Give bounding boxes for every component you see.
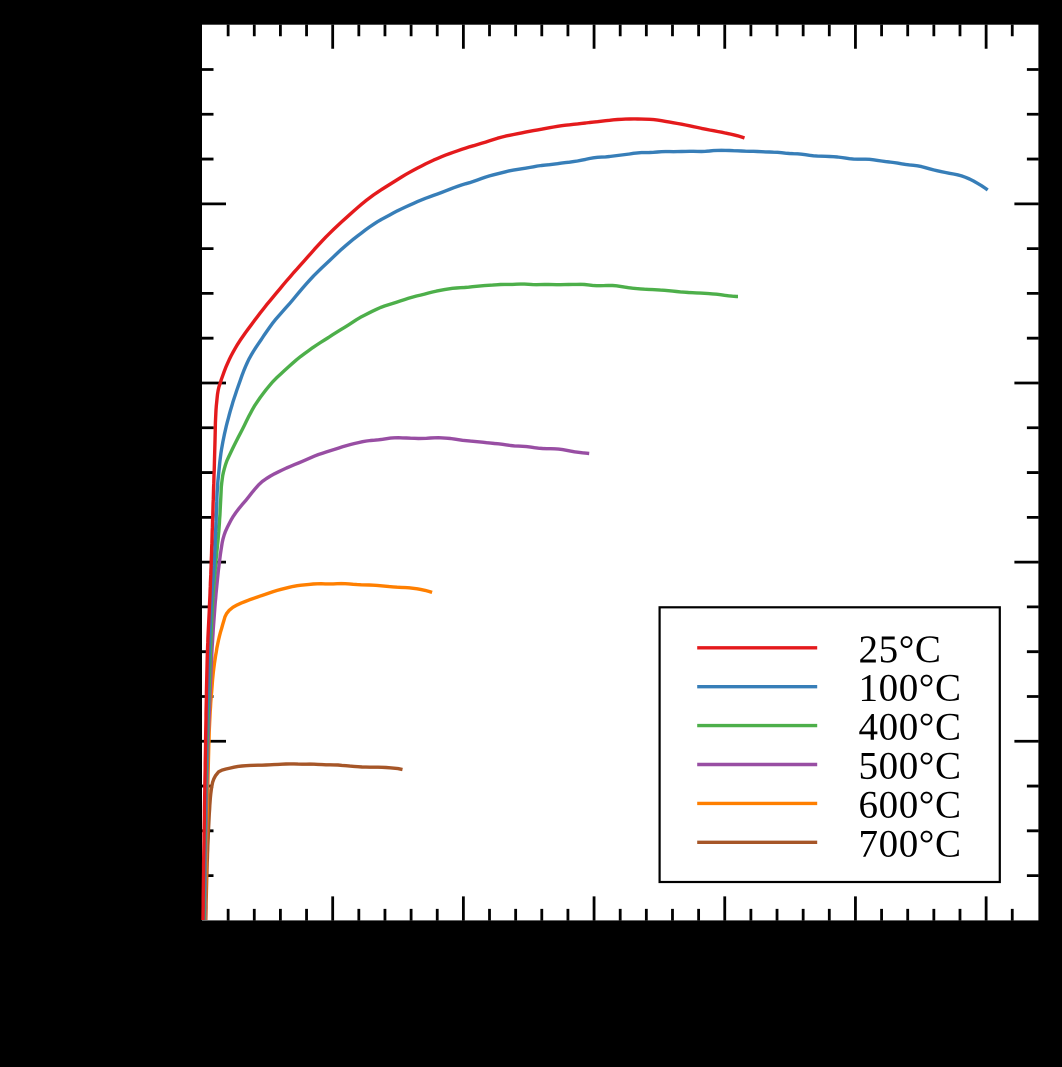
svg-text:700°C: 700°C [859,822,962,865]
svg-text:500°C: 500°C [859,745,962,788]
svg-text:25°C: 25°C [859,628,942,671]
svg-text:600°C: 600°C [859,783,962,826]
svg-text:400°C: 400°C [859,706,962,749]
svg-text:100°C: 100°C [859,667,962,710]
